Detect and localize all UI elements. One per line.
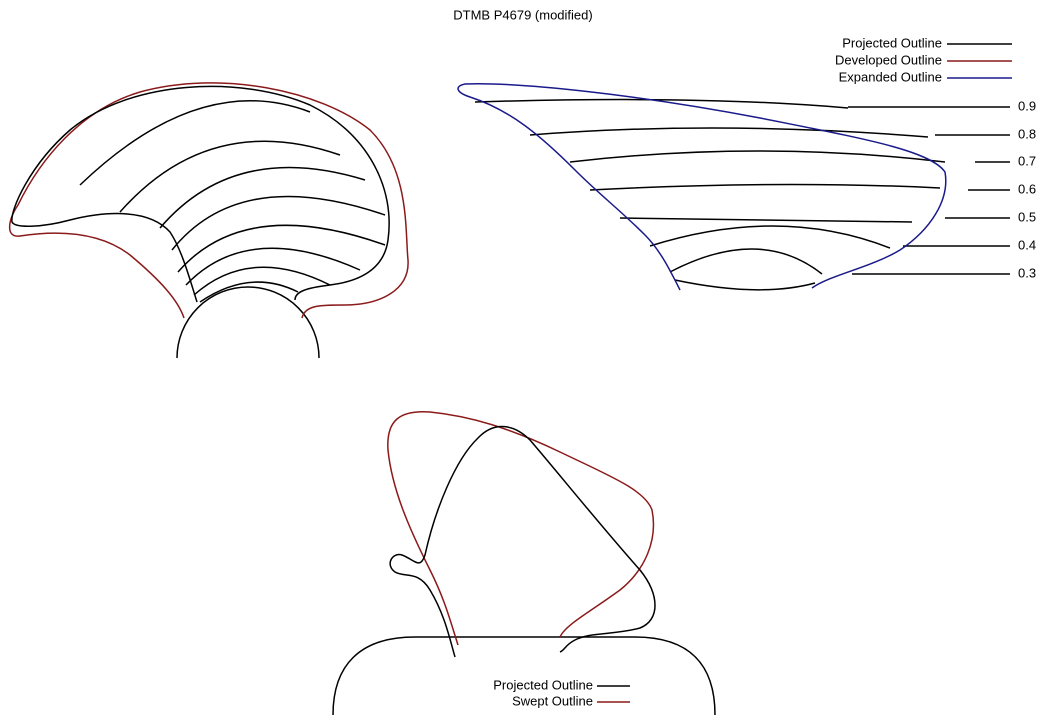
section-line	[589, 183, 941, 191]
legend-label: Expanded Outline	[839, 69, 942, 84]
radius-arc	[119, 140, 341, 213]
radius-label: 0.7	[1018, 153, 1036, 168]
radius-arc	[177, 224, 386, 273]
expanded-outline	[457, 83, 947, 291]
radius-arc	[159, 166, 366, 229]
radius-label: 0.6	[1018, 181, 1036, 196]
section-line	[474, 98, 849, 109]
section-line	[529, 127, 929, 138]
legend-label: Swept Outline	[512, 693, 593, 708]
legend-label: Projected Outline	[842, 35, 942, 50]
radius-arc	[193, 266, 331, 296]
section-line	[649, 225, 891, 249]
projected-outline	[389, 425, 656, 658]
developed-outline	[8, 82, 409, 319]
section-line	[674, 279, 816, 291]
radius-arc	[199, 281, 299, 303]
legend-label: Developed Outline	[835, 52, 942, 67]
hub	[332, 636, 716, 715]
hub	[176, 286, 320, 359]
section-line	[619, 217, 913, 223]
radius-label: 0.8	[1018, 126, 1036, 141]
radius-arc	[79, 100, 311, 186]
radius-arc	[185, 247, 361, 286]
projected-outline	[11, 85, 390, 303]
section-line	[569, 150, 946, 163]
radius-label: 0.3	[1018, 265, 1036, 280]
swept-outline	[387, 411, 655, 646]
expanded-view: 0.9 0.8 0.7 0.6 0.5 0.4 0.3	[457, 83, 1036, 291]
projected-view	[8, 82, 409, 359]
radius-arc	[171, 195, 386, 251]
radius-label: 0.4	[1018, 237, 1036, 252]
radius-label: 0.5	[1018, 209, 1036, 224]
side-view: Projected Outline Swept Outline	[332, 411, 716, 715]
top-legend: Projected Outline Developed Outline Expa…	[835, 35, 1012, 84]
title: DTMB P4679 (modified)	[453, 7, 592, 22]
section-line	[669, 248, 823, 275]
radius-label: 0.9	[1018, 98, 1036, 113]
legend-label: Projected Outline	[493, 677, 593, 692]
